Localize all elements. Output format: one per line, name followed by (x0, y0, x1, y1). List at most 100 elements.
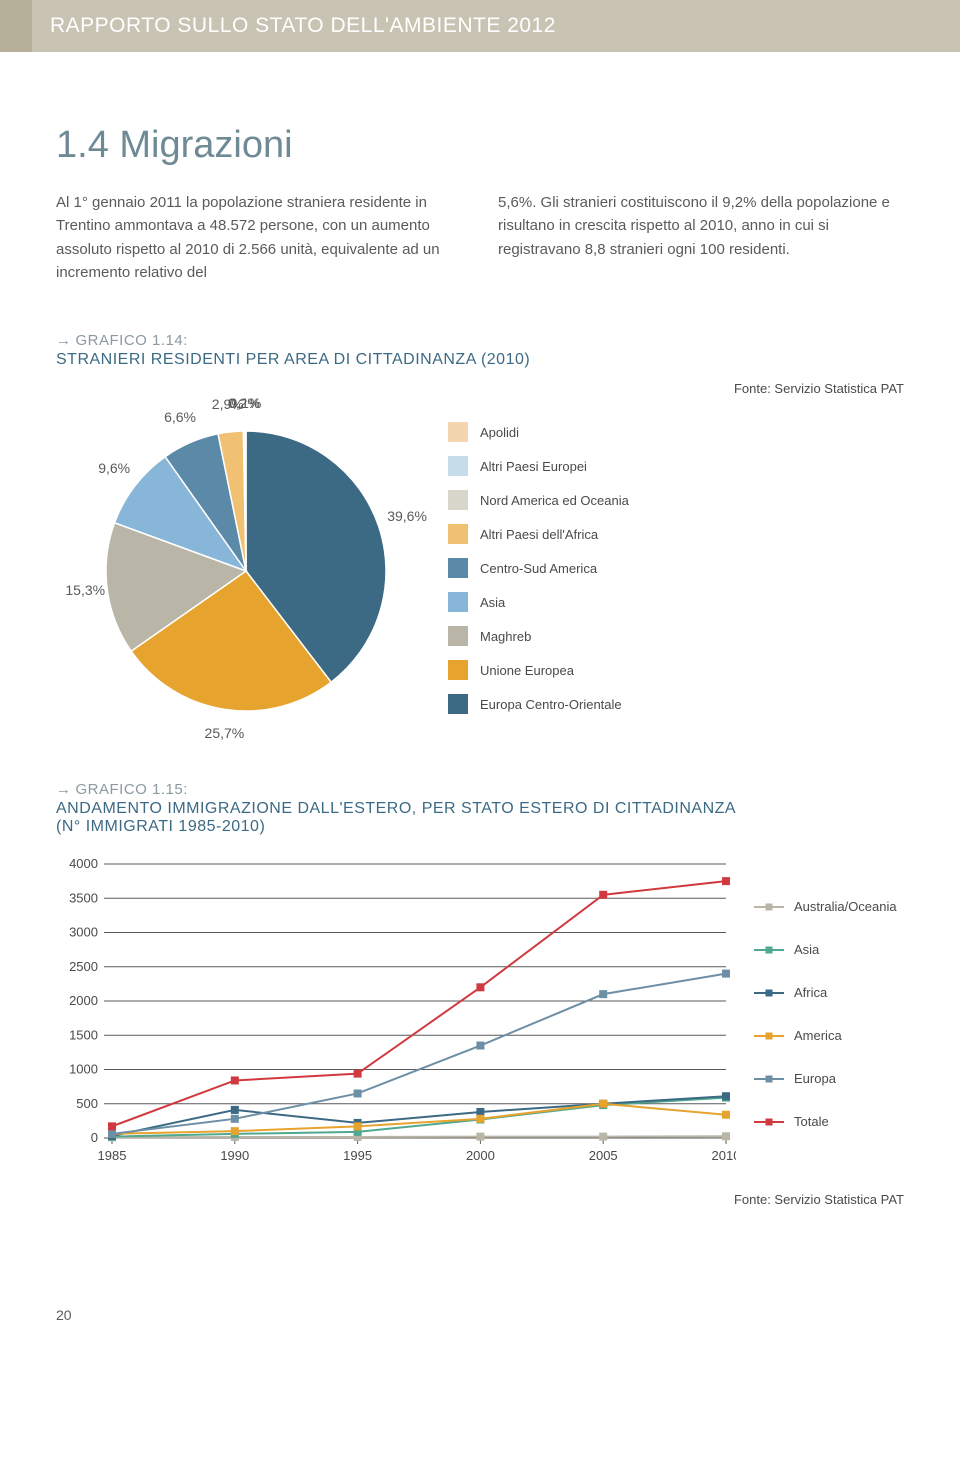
y-tick-label: 4000 (69, 856, 98, 871)
legend-label: Centro-Sud America (480, 561, 597, 576)
series-marker (722, 1132, 730, 1140)
legend-label: Altri Paesi dell'Africa (480, 527, 598, 542)
line-legend-swatch (754, 1078, 784, 1080)
x-tick-label: 2010 (712, 1148, 736, 1163)
line-legend-swatch (754, 949, 784, 951)
chart1-source: Fonte: Servizio Statistica PAT (448, 381, 904, 396)
legend-item: Nord America ed Oceania (448, 490, 904, 510)
y-tick-label: 1500 (69, 1027, 98, 1042)
header-accent (0, 0, 32, 52)
y-tick-label: 2500 (69, 959, 98, 974)
pie-pct-label: 25,7% (205, 725, 245, 741)
y-tick-label: 3000 (69, 925, 98, 940)
line-legend-swatch (754, 906, 784, 908)
line-legend-swatch (754, 1121, 784, 1123)
legend-swatch (448, 558, 468, 578)
legend-swatch (448, 456, 468, 476)
line-chart-area: 0500100015002000250030003500400019851990… (56, 854, 904, 1174)
legend-item: Unione Europea (448, 660, 904, 680)
series-marker (476, 983, 484, 991)
chart1-label: →GRAFICO 1.14: (56, 332, 904, 349)
series-line (112, 974, 726, 1134)
chart2-source: Fonte: Servizio Statistica PAT (56, 1192, 904, 1207)
y-tick-label: 3500 (69, 890, 98, 905)
legend-label: Maghreb (480, 629, 531, 644)
series-marker (599, 891, 607, 899)
line-legend-item: Asia (754, 942, 897, 957)
series-marker (476, 1108, 484, 1116)
line-chart: 0500100015002000250030003500400019851990… (56, 854, 736, 1174)
header-title: RAPPORTO SULLO STATO DELL'AMBIENTE 2012 (32, 0, 960, 52)
legend-swatch (448, 626, 468, 646)
series-marker (476, 1042, 484, 1050)
line-legend-item: Europa (754, 1071, 897, 1086)
legend-label: Nord America ed Oceania (480, 493, 629, 508)
line-legend-label: Totale (794, 1114, 829, 1129)
legend-item: Maghreb (448, 626, 904, 646)
pie-pct-label: 9,6% (98, 460, 130, 476)
line-legend-swatch (754, 992, 784, 994)
page-number: 20 (56, 1307, 960, 1323)
series-marker (599, 990, 607, 998)
line-legend-swatch (754, 1035, 784, 1037)
chart2-title: ANDAMENTO IMMIGRAZIONE DALL'ESTERO, PER … (56, 800, 904, 818)
x-tick-label: 2000 (466, 1148, 495, 1163)
section-title: 1.4 Migrazioni (56, 124, 904, 167)
legend-swatch (448, 422, 468, 442)
legend-swatch (448, 524, 468, 544)
pie-pct-label: 15,3% (65, 582, 105, 598)
legend-swatch (448, 694, 468, 714)
series-marker (354, 1089, 362, 1097)
line-legend: Australia/Oceania Asia Africa America Europa… (736, 854, 897, 1174)
y-tick-label: 500 (76, 1096, 98, 1111)
arrow-icon: → (56, 781, 72, 798)
series-marker (354, 1070, 362, 1078)
series-marker (476, 1133, 484, 1141)
pie-pct-label: 39,6% (387, 508, 427, 524)
series-marker (599, 1133, 607, 1141)
x-tick-label: 1985 (98, 1148, 127, 1163)
series-marker (231, 1115, 239, 1123)
legend-item: Asia (448, 592, 904, 612)
legend-label: Asia (480, 595, 505, 610)
legend-item: Altri Paesi Europei (448, 456, 904, 476)
line-legend-label: Africa (794, 985, 827, 1000)
series-line (112, 1096, 726, 1136)
x-tick-label: 1990 (220, 1148, 249, 1163)
legend-item: Europa Centro-Orientale (448, 694, 904, 714)
line-legend-item: Totale (754, 1114, 897, 1129)
line-legend-item: America (754, 1028, 897, 1043)
line-legend-label: America (794, 1028, 842, 1043)
legend-label: Altri Paesi Europei (480, 459, 587, 474)
legend-label: Apolidi (480, 425, 519, 440)
body-text: Al 1° gennaio 2011 la popolazione strani… (56, 191, 904, 284)
series-marker (722, 877, 730, 885)
series-marker (108, 1130, 116, 1138)
chart2-label: →GRAFICO 1.15: (56, 781, 904, 798)
line-legend-label: Australia/Oceania (794, 899, 897, 914)
series-marker (231, 1076, 239, 1084)
series-marker (722, 970, 730, 978)
line-legend-item: Africa (754, 985, 897, 1000)
pie-pct-label: 0,1% (229, 395, 261, 411)
pie-slice (245, 431, 246, 571)
series-marker (108, 1122, 116, 1130)
series-marker (722, 1111, 730, 1119)
legend-label: Unione Europea (480, 663, 574, 678)
y-tick-label: 2000 (69, 993, 98, 1008)
series-line (112, 1136, 726, 1137)
body-col-2: 5,6%. Gli stranieri costituiscono il 9,2… (498, 191, 904, 284)
legend-item: Apolidi (448, 422, 904, 442)
series-marker (599, 1100, 607, 1108)
chart2-subtitle: (N° IMMIGRATI 1985-2010) (56, 818, 904, 836)
x-tick-label: 1995 (343, 1148, 372, 1163)
pie-pct-label: 6,6% (164, 409, 196, 425)
page-header: RAPPORTO SULLO STATO DELL'AMBIENTE 2012 (0, 0, 960, 52)
body-col-1: Al 1° gennaio 2011 la popolazione strani… (56, 191, 462, 284)
series-marker (231, 1127, 239, 1135)
pie-chart: 39,6%25,7%15,3%9,6%6,6%2,9%0,2%0,1% (56, 381, 416, 741)
legend-swatch (448, 592, 468, 612)
series-marker (722, 1092, 730, 1100)
arrow-icon: → (56, 332, 72, 349)
line-legend-label: Europa (794, 1071, 836, 1086)
